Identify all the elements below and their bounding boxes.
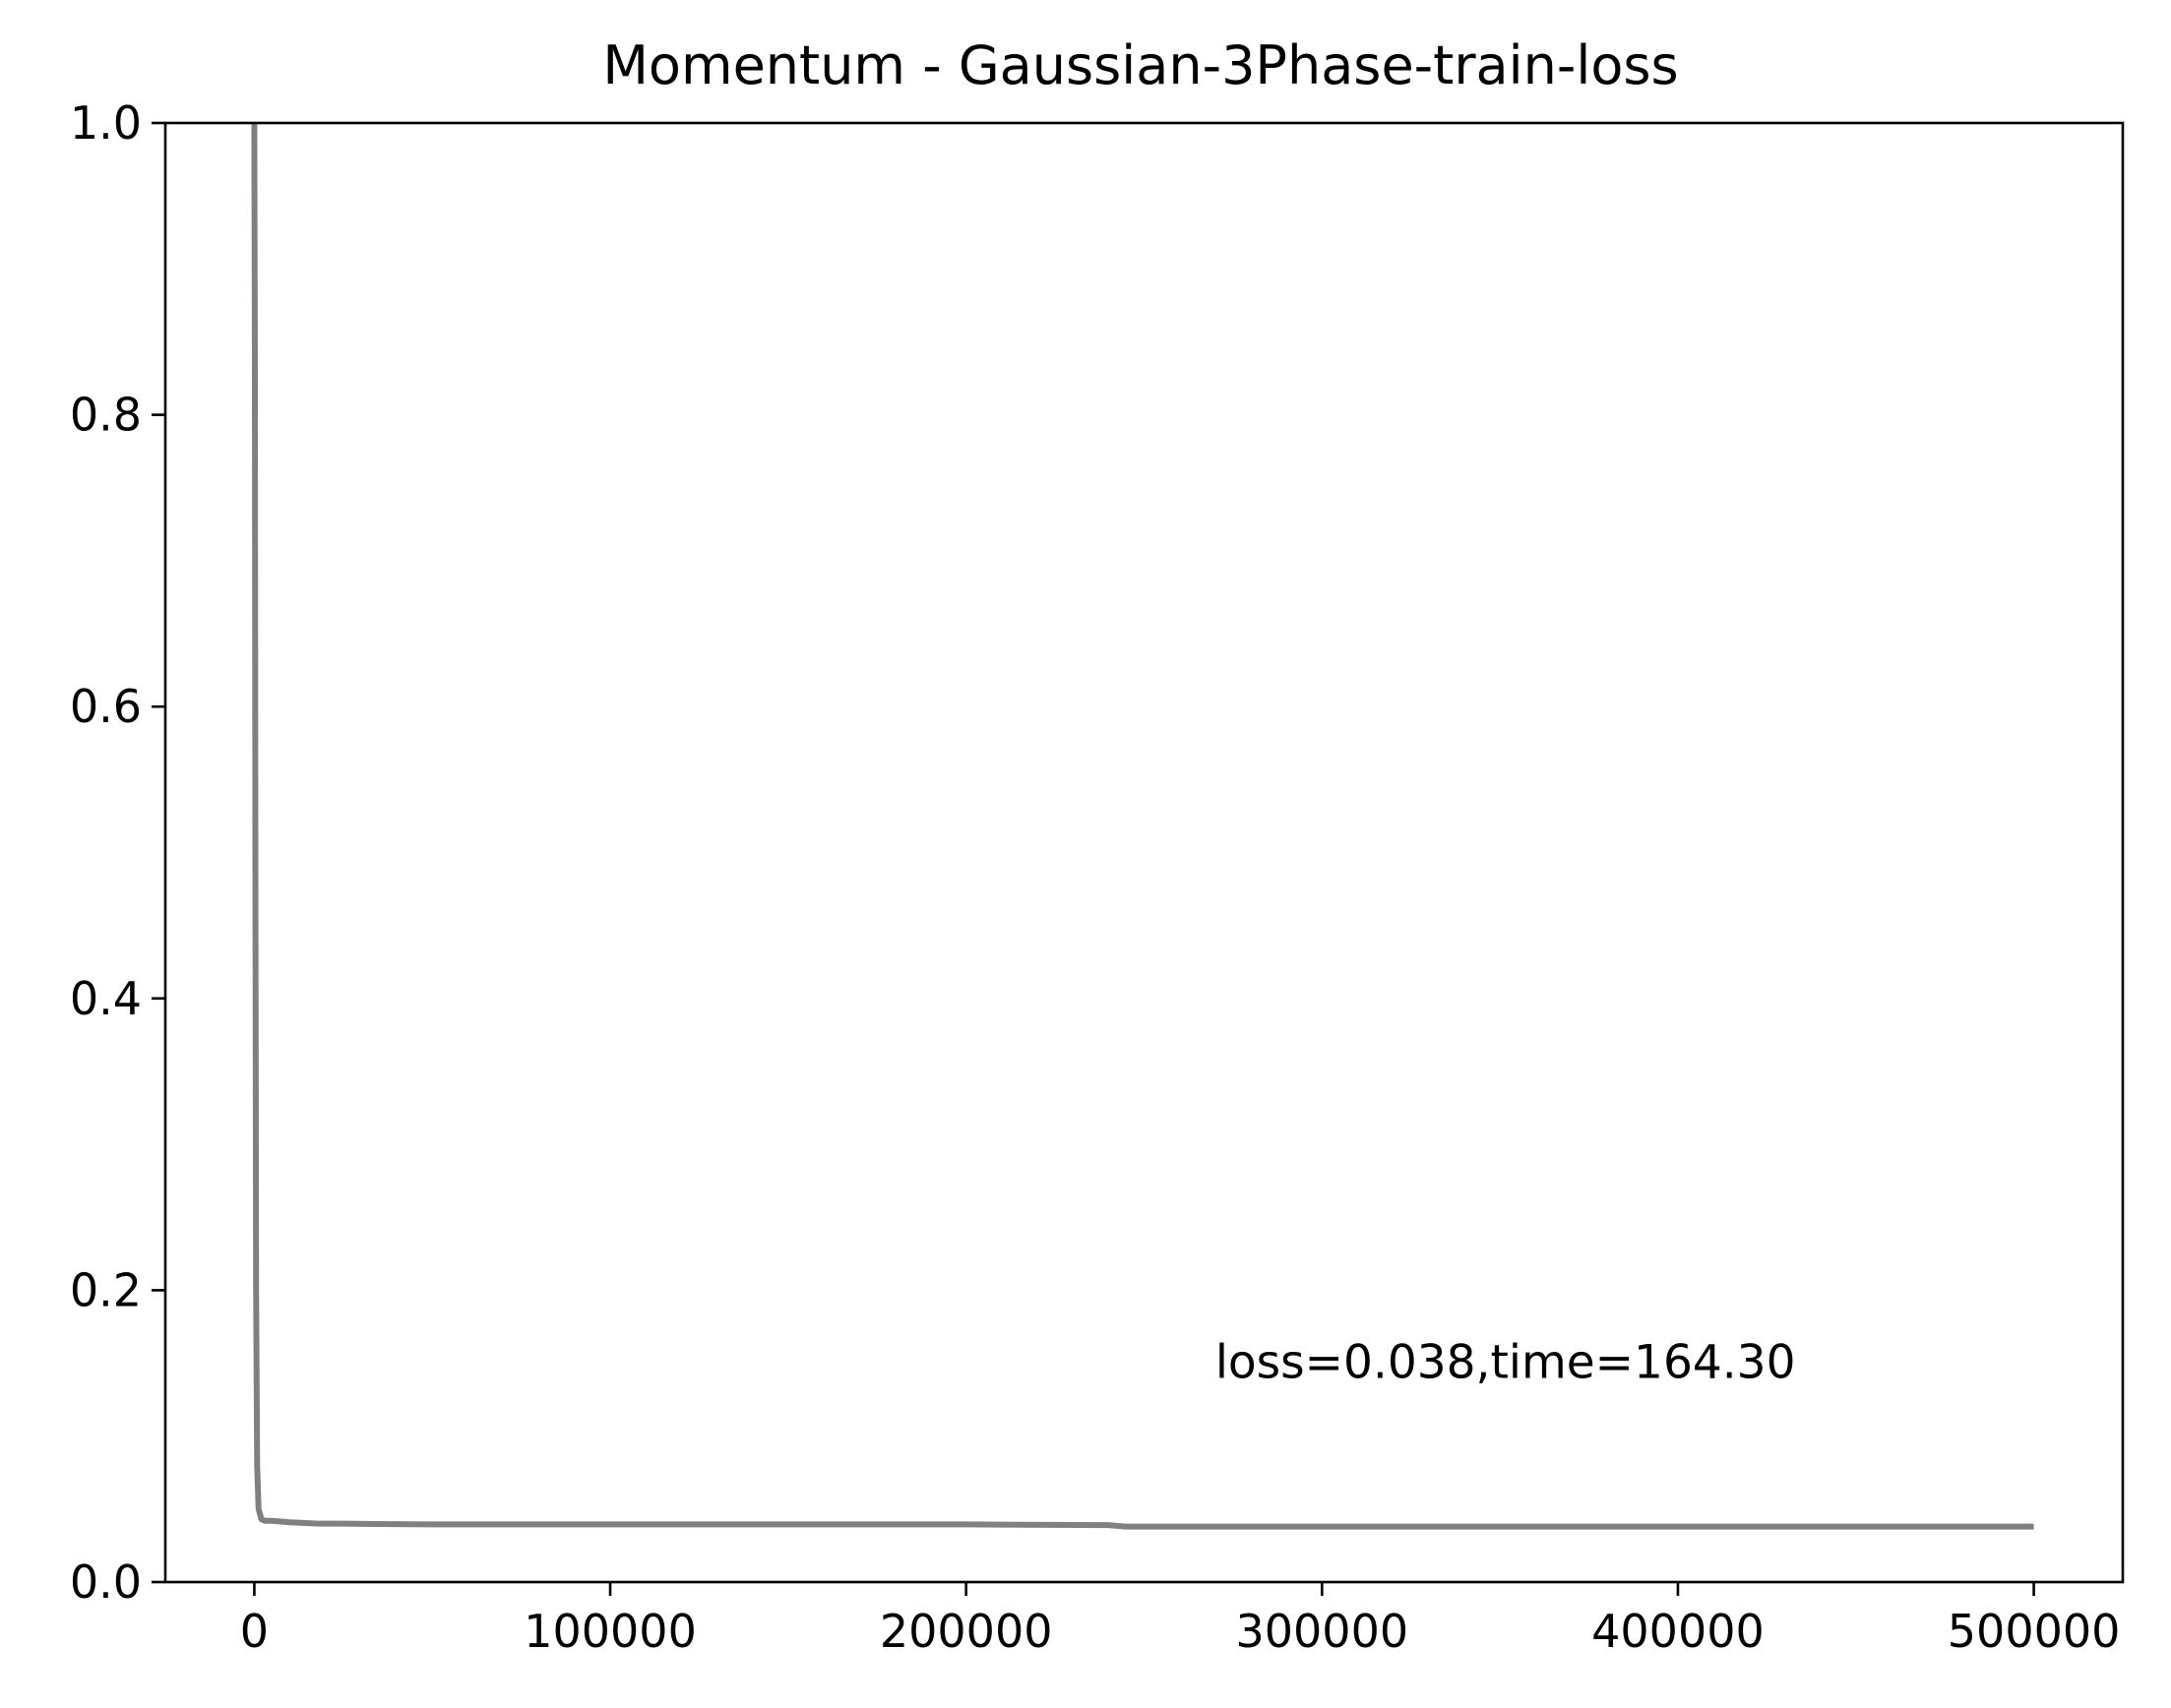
y-tick-label: 0.4 [70, 972, 142, 1025]
x-tick-label: 100000 [524, 1605, 697, 1658]
series-layer [251, 123, 2034, 1530]
x-tick-label: 200000 [880, 1605, 1053, 1658]
series-line-0 [251, 123, 2034, 1530]
y-tick-label: 0.2 [70, 1263, 142, 1316]
x-tick-label: 0 [240, 1605, 269, 1658]
x-tick-label: 500000 [1948, 1605, 2121, 1658]
axes-frame [163, 121, 2125, 1584]
axes-layer: 0 100000 200000 300000 400000 500000 0.0 0.2 0.4… [70, 96, 2125, 1658]
y-tick-label: 0.8 [70, 389, 142, 442]
y-tick-label: 0.0 [70, 1556, 142, 1609]
x-tick-label: 300000 [1236, 1605, 1409, 1658]
loss-time-annotation: loss=0.038,time=164.30 [1215, 1335, 1796, 1389]
y-tick-label: 1.0 [70, 96, 142, 150]
y-tick-label: 0.6 [70, 680, 142, 733]
chart-title: Momentum - Gaussian-3Phase-train-loss [602, 34, 1678, 96]
x-tick-label: 400000 [1591, 1605, 1765, 1658]
